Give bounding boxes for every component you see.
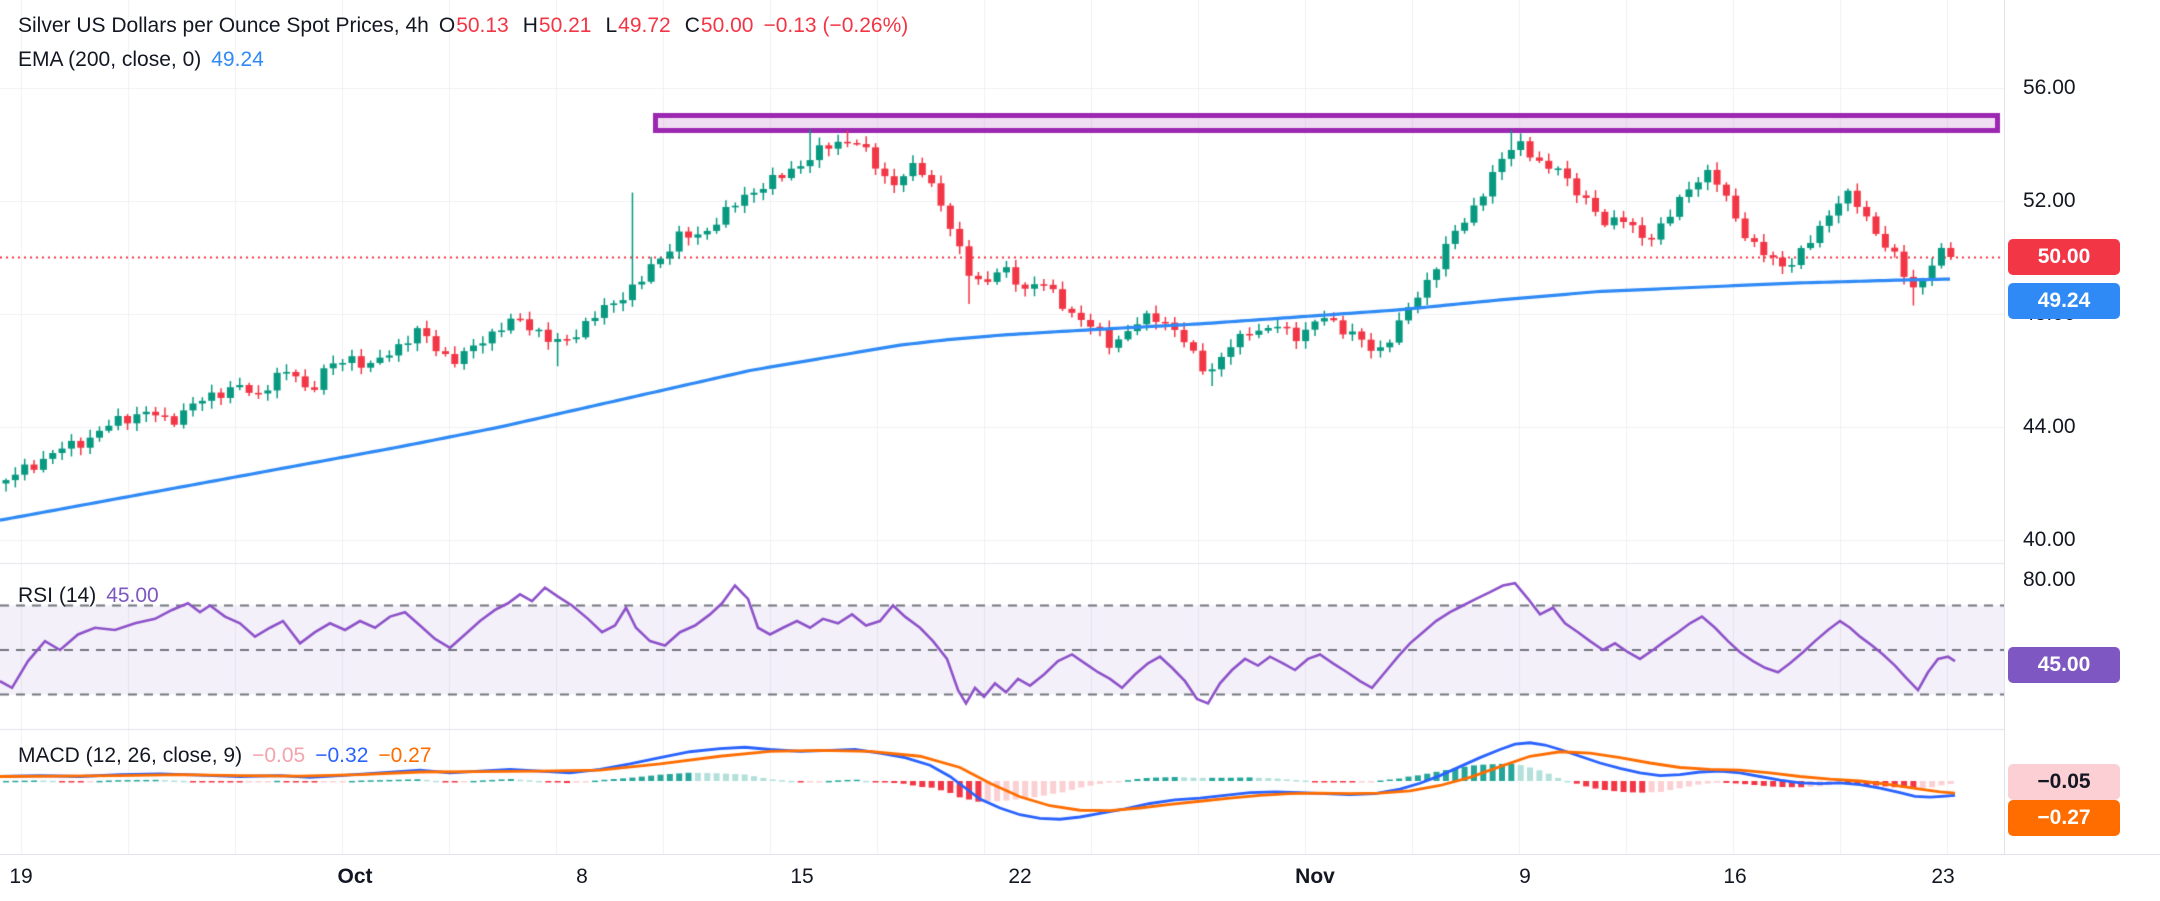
price-scale-tick: 80.00 bbox=[2023, 568, 2076, 591]
macd-hist-value: −0.05 bbox=[252, 744, 306, 767]
time-scale-tick: 9 bbox=[1519, 865, 1531, 888]
symbol-header[interactable]: Silver US Dollars per Ounce Spot Prices,… bbox=[18, 14, 908, 38]
rsi-value-label: 45.00 bbox=[2008, 647, 2120, 683]
ohlc-item: L 49.72 bbox=[605, 14, 671, 37]
macd-hist-label: −0.05 bbox=[2008, 764, 2120, 800]
macd-signal-value: −0.27 bbox=[378, 744, 432, 767]
macd-line-value: −0.32 bbox=[315, 744, 369, 767]
symbol-title: Silver US Dollars per Ounce Spot Prices,… bbox=[18, 14, 429, 37]
ohlc-item: O 50.13 bbox=[438, 14, 509, 37]
price-scale-tick: 52.00 bbox=[2023, 189, 2076, 212]
time-scale-tick: 23 bbox=[1931, 865, 1955, 888]
macd-header[interactable]: MACD (12, 26, close, 9) −0.05 −0.32 −0.2… bbox=[18, 744, 432, 768]
time-scale-tick: 15 bbox=[790, 865, 814, 888]
macd-label: MACD (12, 26, close, 9) bbox=[18, 744, 243, 767]
change-value: −0.13 (−0.26%) bbox=[763, 14, 909, 37]
ohlc-item: H 50.21 bbox=[522, 14, 592, 37]
ema-value-label: 49.24 bbox=[2008, 283, 2120, 319]
ema-value: 49.24 bbox=[211, 48, 264, 71]
rsi-label: RSI (14) bbox=[18, 584, 97, 607]
price-scale-tick: 44.00 bbox=[2023, 415, 2076, 438]
time-scale[interactable]: 19 Oct 8 15 22 Nov 9 16 23 bbox=[0, 854, 2160, 901]
macd-signal-label: −0.27 bbox=[2008, 800, 2120, 836]
rsi-value: 45.00 bbox=[106, 584, 159, 607]
time-scale-tick: 16 bbox=[1723, 865, 1747, 888]
price-scale-tick: 40.00 bbox=[2023, 528, 2076, 551]
time-scale-tick: 22 bbox=[1008, 865, 1032, 888]
time-scale-tick: 19 bbox=[9, 865, 33, 888]
time-scale-tick: Nov bbox=[1295, 865, 1335, 888]
rsi-header[interactable]: RSI (14) 45.00 bbox=[18, 584, 159, 608]
ema-header[interactable]: EMA (200, close, 0) 49.24 bbox=[18, 48, 264, 72]
ohlc-values: O 50.13 H 50.21 L 49.72 C 50.00 bbox=[439, 14, 754, 38]
price-scale[interactable]: 56.0052.0048.0044.0040.0080.0050.0049.24… bbox=[2004, 0, 2160, 855]
time-scale-tick: 8 bbox=[576, 865, 588, 888]
price-scale-tick: 56.00 bbox=[2023, 76, 2076, 99]
last-price-label: 50.00 bbox=[2008, 239, 2120, 275]
ohlc-item: C 50.00 bbox=[684, 14, 754, 37]
ema-label: EMA (200, close, 0) bbox=[18, 48, 202, 71]
time-scale-tick: Oct bbox=[337, 865, 373, 888]
